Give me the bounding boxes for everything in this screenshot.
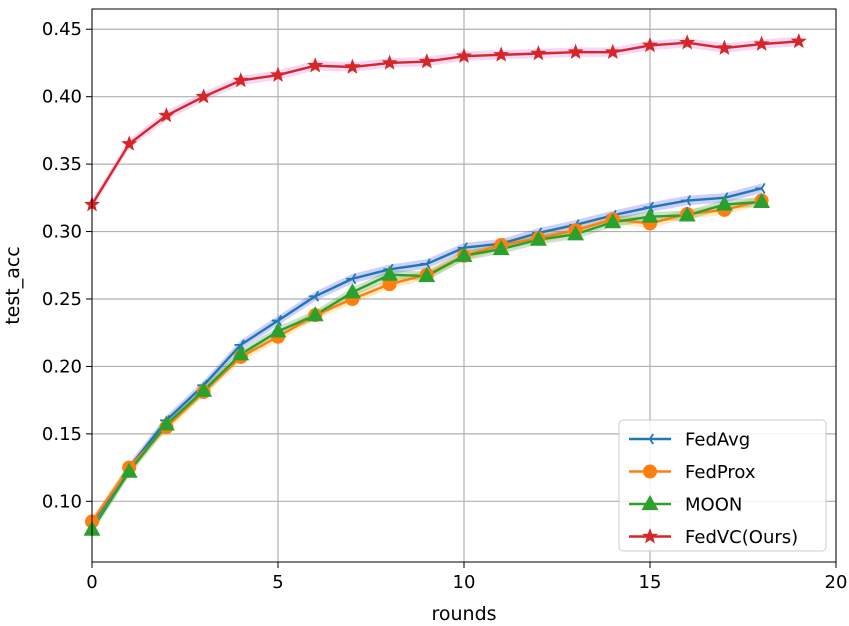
x-tick-label: 0 bbox=[86, 572, 97, 593]
y-tick-label: 0.30 bbox=[42, 222, 82, 243]
moon-point bbox=[641, 207, 659, 223]
fedvc-ours-point bbox=[195, 88, 212, 104]
fedavg-point bbox=[643, 201, 654, 213]
moon-point bbox=[492, 240, 510, 256]
fedavg-point bbox=[420, 258, 431, 270]
y-tick-label: 0.45 bbox=[42, 19, 82, 40]
fedvc-ours-point bbox=[753, 35, 770, 51]
y-axis-ticks: 0.10 0.15 0.20 0.25 0.30 0.35 0.40 0.45 bbox=[42, 19, 92, 512]
legend-label-moon: MOON bbox=[685, 495, 742, 516]
fedvc-ours-point bbox=[679, 34, 696, 50]
y-tick-label: 0.20 bbox=[42, 356, 82, 377]
y-tick-label: 0.25 bbox=[42, 289, 82, 310]
moon-point bbox=[157, 415, 175, 431]
x-tick-label: 10 bbox=[453, 572, 476, 593]
moon-point bbox=[195, 381, 213, 397]
y-tick-label: 0.10 bbox=[42, 491, 82, 512]
fedvc-ours-point bbox=[418, 53, 435, 69]
confidence-bands bbox=[92, 36, 799, 535]
y-tick-label: 0.15 bbox=[42, 424, 82, 445]
x-tick-label: 5 bbox=[272, 572, 283, 593]
fedvc-ours-point bbox=[232, 72, 249, 88]
legend-marker-fedavg bbox=[643, 433, 654, 445]
fedavg-point bbox=[234, 339, 245, 351]
fedvc-ours-point bbox=[381, 54, 398, 70]
y-tick-label: 0.35 bbox=[42, 154, 82, 175]
fedavg-point bbox=[755, 182, 766, 194]
fedvc-ours-point bbox=[158, 107, 175, 123]
x-axis-label: rounds bbox=[431, 603, 496, 625]
moon-point bbox=[232, 345, 250, 361]
fedvc-ours-point bbox=[493, 46, 510, 62]
fedvc-ours-point bbox=[716, 39, 733, 55]
y-axis-label: test_acc bbox=[2, 246, 24, 325]
moon-point bbox=[120, 462, 138, 478]
legend-label-fedprox: FedProx bbox=[685, 462, 756, 483]
legend-box bbox=[618, 419, 827, 552]
fedavg-point bbox=[346, 273, 357, 285]
x-tick-label: 15 bbox=[639, 572, 662, 593]
moon-point bbox=[753, 192, 771, 208]
fedvc-ours-point bbox=[641, 36, 659, 53]
fedvc-ours-point bbox=[269, 66, 287, 82]
moon-point bbox=[567, 225, 585, 241]
legend-marker-moon bbox=[641, 494, 659, 511]
series-markers bbox=[83, 32, 807, 536]
legend-label-fedvc-ours: FedVC(Ours) bbox=[685, 527, 798, 548]
moon-point bbox=[678, 206, 696, 222]
fedvc-ours-point bbox=[307, 57, 324, 73]
fedvc-ours-point bbox=[455, 47, 473, 64]
fedvc-ours-band bbox=[92, 36, 799, 210]
moon-point bbox=[269, 322, 287, 338]
moon-point bbox=[418, 267, 436, 283]
y-tick-label: 0.40 bbox=[42, 87, 82, 108]
fedvc-ours-point bbox=[530, 45, 547, 61]
grid-lines bbox=[91, 9, 837, 562]
fedavg-point bbox=[308, 290, 320, 302]
moon-point bbox=[604, 213, 622, 229]
moon-band bbox=[92, 197, 762, 535]
moon-point bbox=[381, 265, 399, 281]
x-tick-label: 20 bbox=[825, 572, 848, 593]
legend-marker-fedprox bbox=[643, 464, 657, 479]
fedvc-ours-point bbox=[344, 58, 361, 74]
fedvc-ours-point bbox=[121, 135, 138, 151]
legend: FedAvg FedProx MOON FedVC(Ours) bbox=[618, 419, 827, 552]
fedavg-point bbox=[680, 195, 692, 207]
x-axis-ticks: 0 5 10 15 20 bbox=[86, 562, 847, 593]
fedavg-point bbox=[271, 315, 282, 327]
legend-label-fedavg: FedAvg bbox=[685, 430, 750, 451]
moon-point bbox=[343, 283, 361, 299]
moon-point bbox=[715, 195, 733, 211]
moon-point bbox=[455, 246, 473, 262]
fedvc-ours-line bbox=[90, 40, 799, 206]
fedvc-ours-point bbox=[604, 43, 621, 59]
fedvc-ours-point bbox=[790, 32, 807, 49]
moon-point bbox=[306, 306, 324, 322]
moon-point bbox=[529, 230, 547, 246]
legend-marker-fedvc-ours bbox=[641, 528, 659, 544]
fedvc-ours-point bbox=[567, 43, 584, 59]
